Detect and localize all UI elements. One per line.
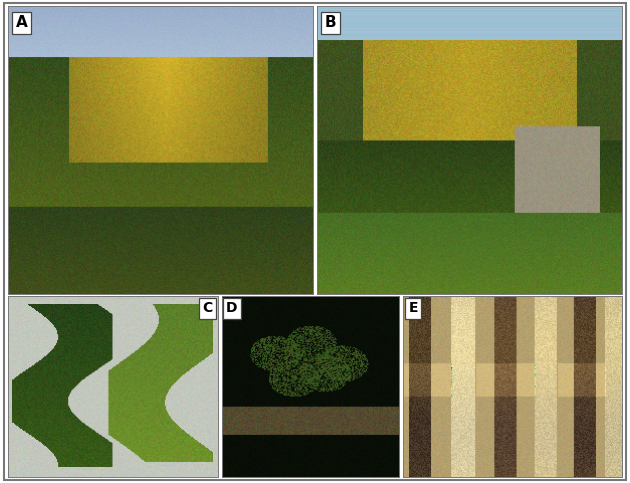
Text: D: D — [226, 301, 238, 315]
Text: B: B — [324, 15, 336, 30]
Text: E: E — [408, 301, 418, 315]
Text: A: A — [16, 15, 28, 30]
Text: C: C — [202, 301, 213, 315]
